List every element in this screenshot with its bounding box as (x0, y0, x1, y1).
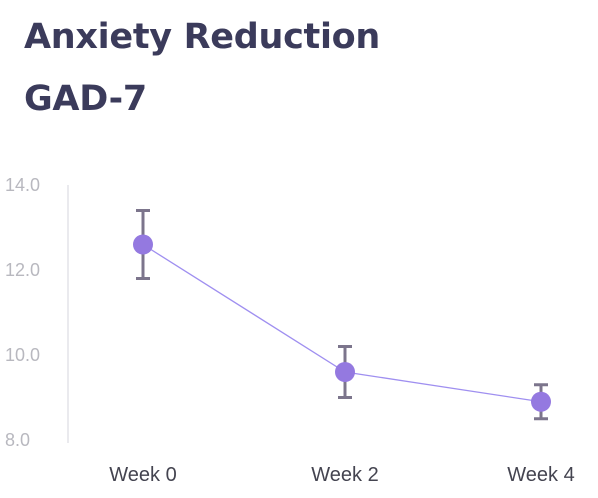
x-tick-label: Week 2 (311, 464, 378, 486)
chart-title-block: Anxiety Reduction GAD-7 (24, 6, 380, 130)
y-tick-label: 8.0 (5, 430, 30, 450)
y-tick-label: 12.0 (5, 260, 40, 280)
data-point (335, 362, 355, 382)
chart-title: Anxiety Reduction (24, 17, 381, 57)
y-tick-label: 10.0 (5, 345, 40, 365)
data-point (133, 234, 153, 255)
y-tick-label: 14.0 (5, 175, 40, 195)
chart-subtitle: GAD-7 (24, 79, 147, 119)
data-point (531, 391, 551, 412)
x-tick-label: Week 0 (109, 464, 176, 486)
x-tick-label: Week 4 (507, 464, 574, 486)
